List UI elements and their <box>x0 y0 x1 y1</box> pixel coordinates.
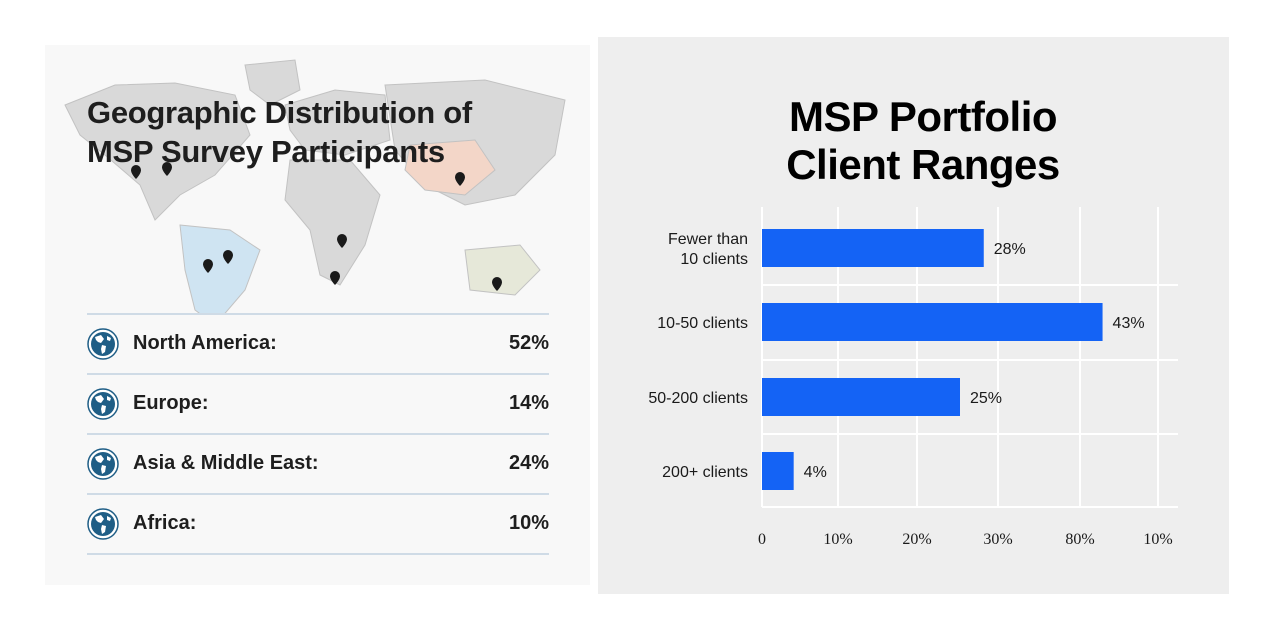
region-value: 24% <box>508 452 549 474</box>
region-label: Africa: <box>133 512 197 534</box>
region-row-europe: Europe: 14% <box>87 373 549 433</box>
region-value: 10% <box>508 512 549 534</box>
map-pin-icon <box>131 165 141 179</box>
globe-icon <box>87 508 119 540</box>
map-pin-icon <box>223 250 233 264</box>
category-label: Fewer than <box>668 231 748 248</box>
map-pin-icon <box>337 234 347 248</box>
map-pin-icon <box>330 271 340 285</box>
region-row-asia-middle-east: Asia & Middle East: 24% <box>87 433 549 493</box>
map-pin-icon <box>203 259 213 273</box>
title-line-2: MSP Survey Participants <box>87 134 445 169</box>
chart-bars <box>762 229 1103 490</box>
data-label: 43% <box>1113 315 1145 332</box>
globe-icon <box>87 448 119 480</box>
geographic-distribution-panel: Geographic Distribution of MSP Survey Pa… <box>45 45 590 585</box>
x-tick-label: 20% <box>902 531 931 548</box>
map-pin-icon <box>492 277 502 291</box>
region-label: Asia & Middle East: <box>133 452 319 474</box>
x-tick-label: 10% <box>823 531 852 548</box>
chart-title: MSP Portfolio Client Ranges <box>598 93 1248 189</box>
region-row-north-america: North America: 52% <box>87 313 549 373</box>
region-label: North America: <box>133 332 277 354</box>
chart-labels: 28% Fewer than 10 clients 43% 10-50 clients 2… <box>648 231 1172 548</box>
category-label: 200+ clients <box>662 464 748 481</box>
chart-title-line-2: Client Ranges <box>786 141 1060 188</box>
region-value: 52% <box>508 332 549 354</box>
region-row-africa: Africa: 10% <box>87 493 549 555</box>
map-pin-icon <box>455 172 465 186</box>
data-label: 28% <box>994 241 1026 258</box>
bar <box>762 452 794 490</box>
category-label: 50-200 clients <box>648 390 748 407</box>
page-title: Geographic Distribution of MSP Survey Pa… <box>87 93 557 171</box>
map-land <box>64 59 566 315</box>
bar <box>762 229 984 267</box>
world-map <box>64 59 566 315</box>
x-tick-label: 10% <box>1143 531 1172 548</box>
bar-chart: 28% Fewer than 10 clients 43% 10-50 clients 2… <box>648 207 1178 548</box>
bar <box>762 378 960 416</box>
category-label: 10-50 clients <box>657 315 748 332</box>
x-tick-label: 80% <box>1065 531 1094 548</box>
client-ranges-panel: MSP Portfolio Client Ranges 28% Fewer tha… <box>598 37 1229 594</box>
region-list: North America: 52% Europe: 14% Asia & Mi… <box>87 313 549 555</box>
title-line-1: Geographic Distribution of <box>87 95 472 130</box>
bar <box>762 303 1103 341</box>
region-value: 14% <box>508 392 549 414</box>
data-label: 25% <box>970 390 1002 407</box>
map-pin-icon <box>162 162 172 176</box>
globe-icon <box>87 328 119 360</box>
category-label: 10 clients <box>680 251 748 268</box>
x-tick-label: 0 <box>758 531 766 548</box>
data-label: 4% <box>804 464 827 481</box>
chart-title-line-1: MSP Portfolio <box>788 93 1058 140</box>
globe-icon <box>87 388 119 420</box>
x-tick-label: 30% <box>983 531 1012 548</box>
region-label: Europe: <box>133 392 209 414</box>
location-pins <box>131 162 502 291</box>
